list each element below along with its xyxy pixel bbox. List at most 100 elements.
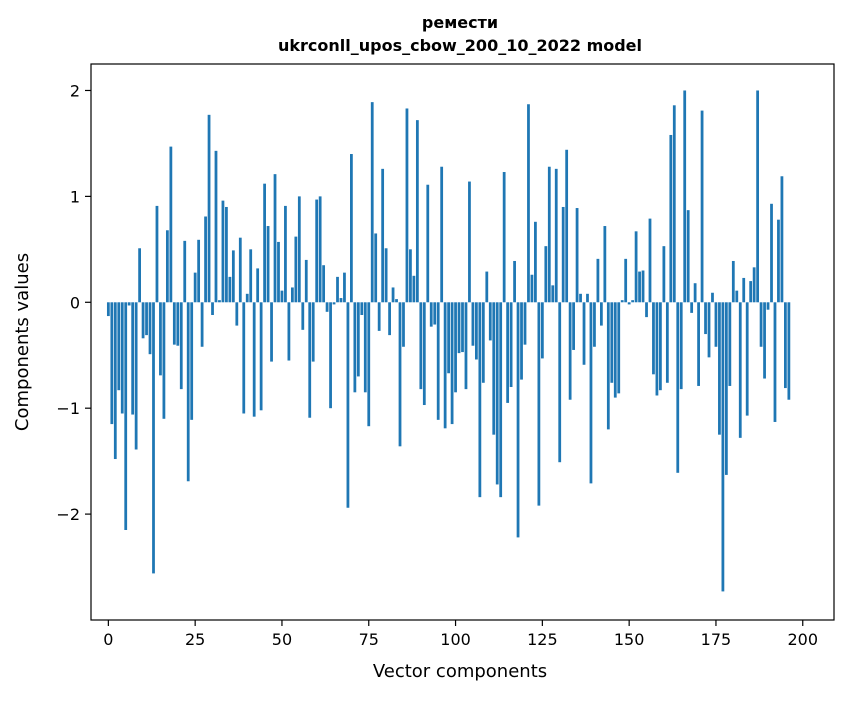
bar-component-184 [745,302,749,416]
x-tick-label: 200 [787,630,818,649]
bar-component-160 [662,246,666,303]
bar-component-193 [777,219,780,303]
bar-component-86 [405,108,409,303]
bar-component-55 [297,196,301,303]
bar-component-87 [409,249,412,303]
bar-component-4 [120,302,124,414]
bar-component-83 [395,299,398,303]
bar-component-34 [225,206,228,303]
bar-component-126 [544,246,548,303]
bar-component-16 [162,302,166,419]
bar-component-94 [433,302,437,325]
bar-component-14 [155,205,159,303]
x-tick-label: 0 [103,630,113,649]
bar-component-78 [377,302,381,331]
bar-component-65 [332,302,336,305]
bar-component-145 [610,302,614,383]
bar-component-6 [127,302,131,306]
x-tick-label: 100 [440,630,471,649]
bar-component-110 [488,302,492,341]
bar-component-88 [412,275,416,303]
bar-component-52 [287,302,291,361]
bar-component-171 [700,110,704,303]
bar-component-21 [179,302,183,390]
bar-component-0 [106,302,110,317]
bar-component-174 [711,292,714,303]
bar-component-99 [450,302,454,425]
bar-component-22 [183,240,187,303]
bar-component-120 [523,302,527,345]
bar-component-151 [631,300,635,303]
bar-component-29 [207,114,211,303]
bar-component-43 [256,268,260,303]
bar-component-24 [190,302,194,420]
bar-component-104 [468,181,471,303]
bar-component-170 [697,302,700,386]
bar-component-59 [311,302,315,362]
bar-component-69 [346,302,350,508]
bar-component-108 [481,302,485,383]
bar-component-195 [784,302,787,389]
bar-component-96 [440,166,444,303]
bar-component-111 [492,302,496,435]
bar-component-80 [384,248,388,303]
bar-component-42 [252,302,256,417]
bar-component-142 [599,302,603,326]
bar-component-97 [443,302,447,429]
bar-component-137 [582,302,586,365]
bar-component-135 [575,208,579,303]
bar-component-194 [780,176,784,303]
bar-component-48 [273,174,277,303]
bar-component-46 [266,226,270,303]
bar-component-74 [363,302,367,393]
y-axis-label: Components values [12,253,33,431]
bar-component-190 [766,302,770,310]
bar-component-114 [502,172,506,303]
bar-component-23 [186,302,190,482]
bar-component-165 [679,302,683,390]
bar-component-40 [245,293,249,303]
bar-component-25 [193,272,197,303]
bar-component-134 [572,302,575,350]
bar-component-152 [634,231,638,303]
bar-component-47 [270,302,273,362]
bar-component-3 [117,302,121,391]
bar-component-118 [516,302,520,538]
bar-component-187 [756,90,760,303]
bar-component-77 [374,233,378,303]
bar-component-9 [138,248,141,303]
y-tick-label: 2 [70,81,80,100]
y-tick-label: 1 [70,187,80,206]
bar-component-168 [690,302,694,313]
bar-component-169 [693,283,697,303]
bar-component-81 [388,302,391,336]
bar-component-196 [787,302,791,400]
bar-component-149 [624,258,628,303]
bar-component-92 [426,184,430,303]
bar-component-180 [731,260,735,303]
bar-component-62 [322,265,326,303]
bar-component-35 [228,276,232,303]
bar-component-127 [547,166,551,303]
bar-component-154 [641,270,645,303]
bar-component-2 [113,302,117,460]
bar-component-136 [579,293,582,303]
bar-component-73 [360,302,364,315]
bar-component-178 [724,302,728,475]
y-tick-label: −1 [56,399,80,418]
bar-component-93 [429,302,433,327]
bar-component-41 [249,249,253,303]
bar-component-53 [290,287,294,303]
bar-component-139 [589,302,593,484]
bar-component-1 [110,302,114,425]
bar-component-89 [415,120,419,303]
bar-component-103 [464,302,468,390]
bar-component-11 [145,302,148,336]
bars-group [106,90,791,592]
bar-component-10 [141,302,145,339]
bar-component-189 [763,302,766,379]
bar-component-20 [176,302,180,346]
bar-component-7 [131,302,135,415]
bar-component-79 [381,168,385,303]
